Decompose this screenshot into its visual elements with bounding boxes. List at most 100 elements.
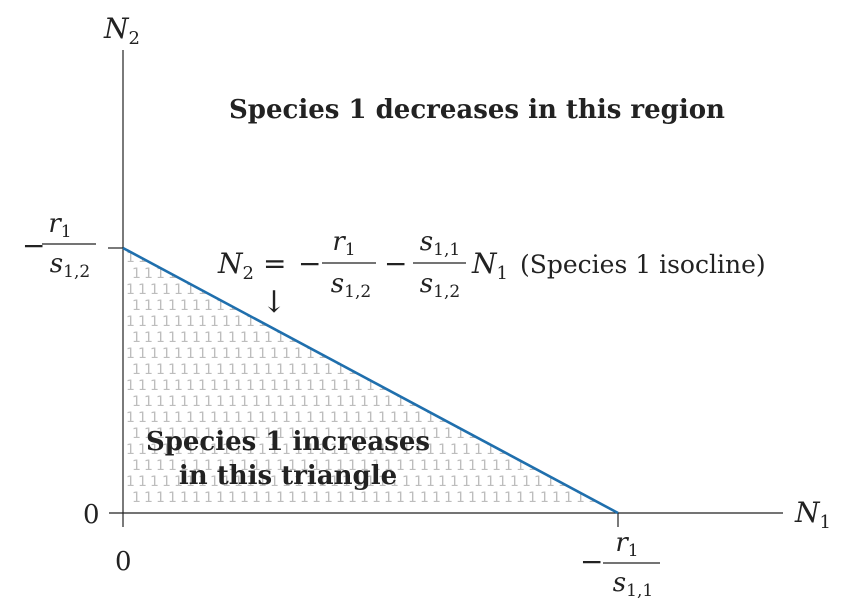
pattern-glyph: 1 [522, 410, 531, 426]
svg-text:s1,1: s1,1 [420, 227, 460, 260]
pattern-glyph: 1 [366, 410, 375, 426]
pattern-glyph: 1 [294, 378, 303, 394]
pattern-glyph: 1 [438, 314, 447, 330]
pattern-glyph: 1 [174, 378, 183, 394]
pattern-glyph: 1 [168, 330, 177, 346]
pattern-glyph: 1 [126, 282, 135, 298]
pattern-glyph: 1 [444, 490, 453, 506]
pattern-glyph: 1 [210, 346, 219, 362]
pattern-glyph: 1 [330, 314, 339, 330]
pattern-glyph: 1 [420, 298, 429, 314]
pattern-glyph: 1 [144, 490, 153, 506]
pattern-glyph: 1 [570, 314, 579, 330]
pattern-glyph: 1 [144, 266, 153, 282]
pattern-glyph: 1 [426, 378, 435, 394]
pattern-glyph: 1 [372, 266, 381, 282]
pattern-glyph: 1 [528, 394, 537, 410]
pattern-glyph: 1 [252, 298, 261, 314]
pattern-glyph: 1 [570, 410, 579, 426]
pattern-glyph: 1 [558, 346, 567, 362]
pattern-glyph: 1 [180, 362, 189, 378]
pattern-glyph: 1 [612, 362, 621, 378]
pattern-glyph: 1 [324, 362, 333, 378]
pattern-glyph: 1 [360, 490, 369, 506]
pattern-glyph: 1 [168, 394, 177, 410]
pattern-glyph: 1 [138, 282, 147, 298]
pattern-glyph: 1 [192, 298, 201, 314]
pattern-glyph: 1 [132, 330, 141, 346]
pattern-glyph: 1 [150, 442, 159, 458]
pattern-glyph: 1 [324, 330, 333, 346]
pattern-glyph: 1 [240, 394, 249, 410]
pattern-glyph: 1 [372, 330, 381, 346]
pattern-glyph: 1 [360, 266, 369, 282]
pattern-glyph: 1 [336, 394, 345, 410]
pattern-glyph: 1 [540, 394, 549, 410]
pattern-glyph: 1 [492, 490, 501, 506]
pattern-glyph: 1 [456, 362, 465, 378]
pattern-glyph: 1 [192, 490, 201, 506]
pattern-glyph: 1 [612, 458, 621, 474]
svg-text:N1: N1 [471, 247, 508, 284]
pattern-glyph: 1 [618, 410, 627, 426]
pattern-glyph: 1 [462, 346, 471, 362]
pattern-glyph: 1 [276, 458, 285, 474]
pattern-glyph: 1 [354, 474, 363, 490]
pattern-glyph: 1 [168, 362, 177, 378]
pattern-glyph: 1 [126, 314, 135, 330]
pattern-glyph: 1 [480, 394, 489, 410]
pattern-glyph: 1 [144, 330, 153, 346]
pattern-glyph: 1 [486, 314, 495, 330]
pattern-glyph: 1 [246, 410, 255, 426]
pattern-glyph: 1 [444, 458, 453, 474]
pattern-glyph: 1 [240, 362, 249, 378]
pattern-glyph: 1 [498, 314, 507, 330]
pattern-glyph: 1 [210, 474, 219, 490]
pattern-glyph: 1 [444, 394, 453, 410]
pattern-glyph: 1 [402, 314, 411, 330]
pattern-glyph: 1 [354, 314, 363, 330]
pattern-glyph: 1 [504, 490, 513, 506]
y-intercept-label: − r1 s1,2 [22, 209, 96, 282]
pattern-glyph: 1 [198, 250, 207, 266]
pattern-glyph: 1 [414, 346, 423, 362]
pattern-glyph: 1 [600, 362, 609, 378]
pattern-glyph: 1 [528, 298, 537, 314]
pattern-glyph: 1 [510, 410, 519, 426]
pattern-glyph: 1 [252, 394, 261, 410]
pattern-glyph: 1 [342, 442, 351, 458]
pattern-glyph: 1 [162, 410, 171, 426]
pattern-glyph: 1 [216, 362, 225, 378]
pattern-glyph: 1 [138, 410, 147, 426]
pattern-glyph: 1 [126, 474, 135, 490]
pattern-glyph: 1 [402, 410, 411, 426]
pattern-glyph: 1 [522, 474, 531, 490]
pattern-glyph: 1 [474, 474, 483, 490]
pattern-glyph: 1 [594, 410, 603, 426]
pattern-glyph: 1 [330, 378, 339, 394]
pattern-glyph: 1 [474, 442, 483, 458]
pattern-glyph: 1 [480, 298, 489, 314]
pattern-glyph: 1 [498, 282, 507, 298]
pattern-glyph: 1 [288, 458, 297, 474]
isocline-equation: N2 = − r1 s1,2 − s1,1 s1,2 N1 (Species 1… [217, 227, 766, 302]
pattern-glyph: 1 [402, 346, 411, 362]
pattern-glyph: 1 [510, 250, 519, 266]
pattern-glyph: 1 [156, 298, 165, 314]
pattern-glyph: 1 [402, 378, 411, 394]
pattern-glyph: 1 [498, 410, 507, 426]
pattern-glyph: 1 [552, 490, 561, 506]
pattern-glyph: 1 [306, 346, 315, 362]
pattern-glyph: 1 [174, 250, 183, 266]
pattern-glyph: 1 [498, 474, 507, 490]
pattern-glyph: 1 [546, 282, 555, 298]
pattern-glyph: 1 [612, 426, 621, 442]
pattern-glyph: 1 [222, 442, 231, 458]
pattern-glyph: 1 [444, 330, 453, 346]
pattern-glyph: 1 [456, 458, 465, 474]
pattern-glyph: 1 [306, 314, 315, 330]
pattern-glyph: 1 [234, 378, 243, 394]
pattern-glyph: 1 [468, 394, 477, 410]
pattern-glyph: 1 [336, 490, 345, 506]
pattern-glyph: 1 [372, 490, 381, 506]
